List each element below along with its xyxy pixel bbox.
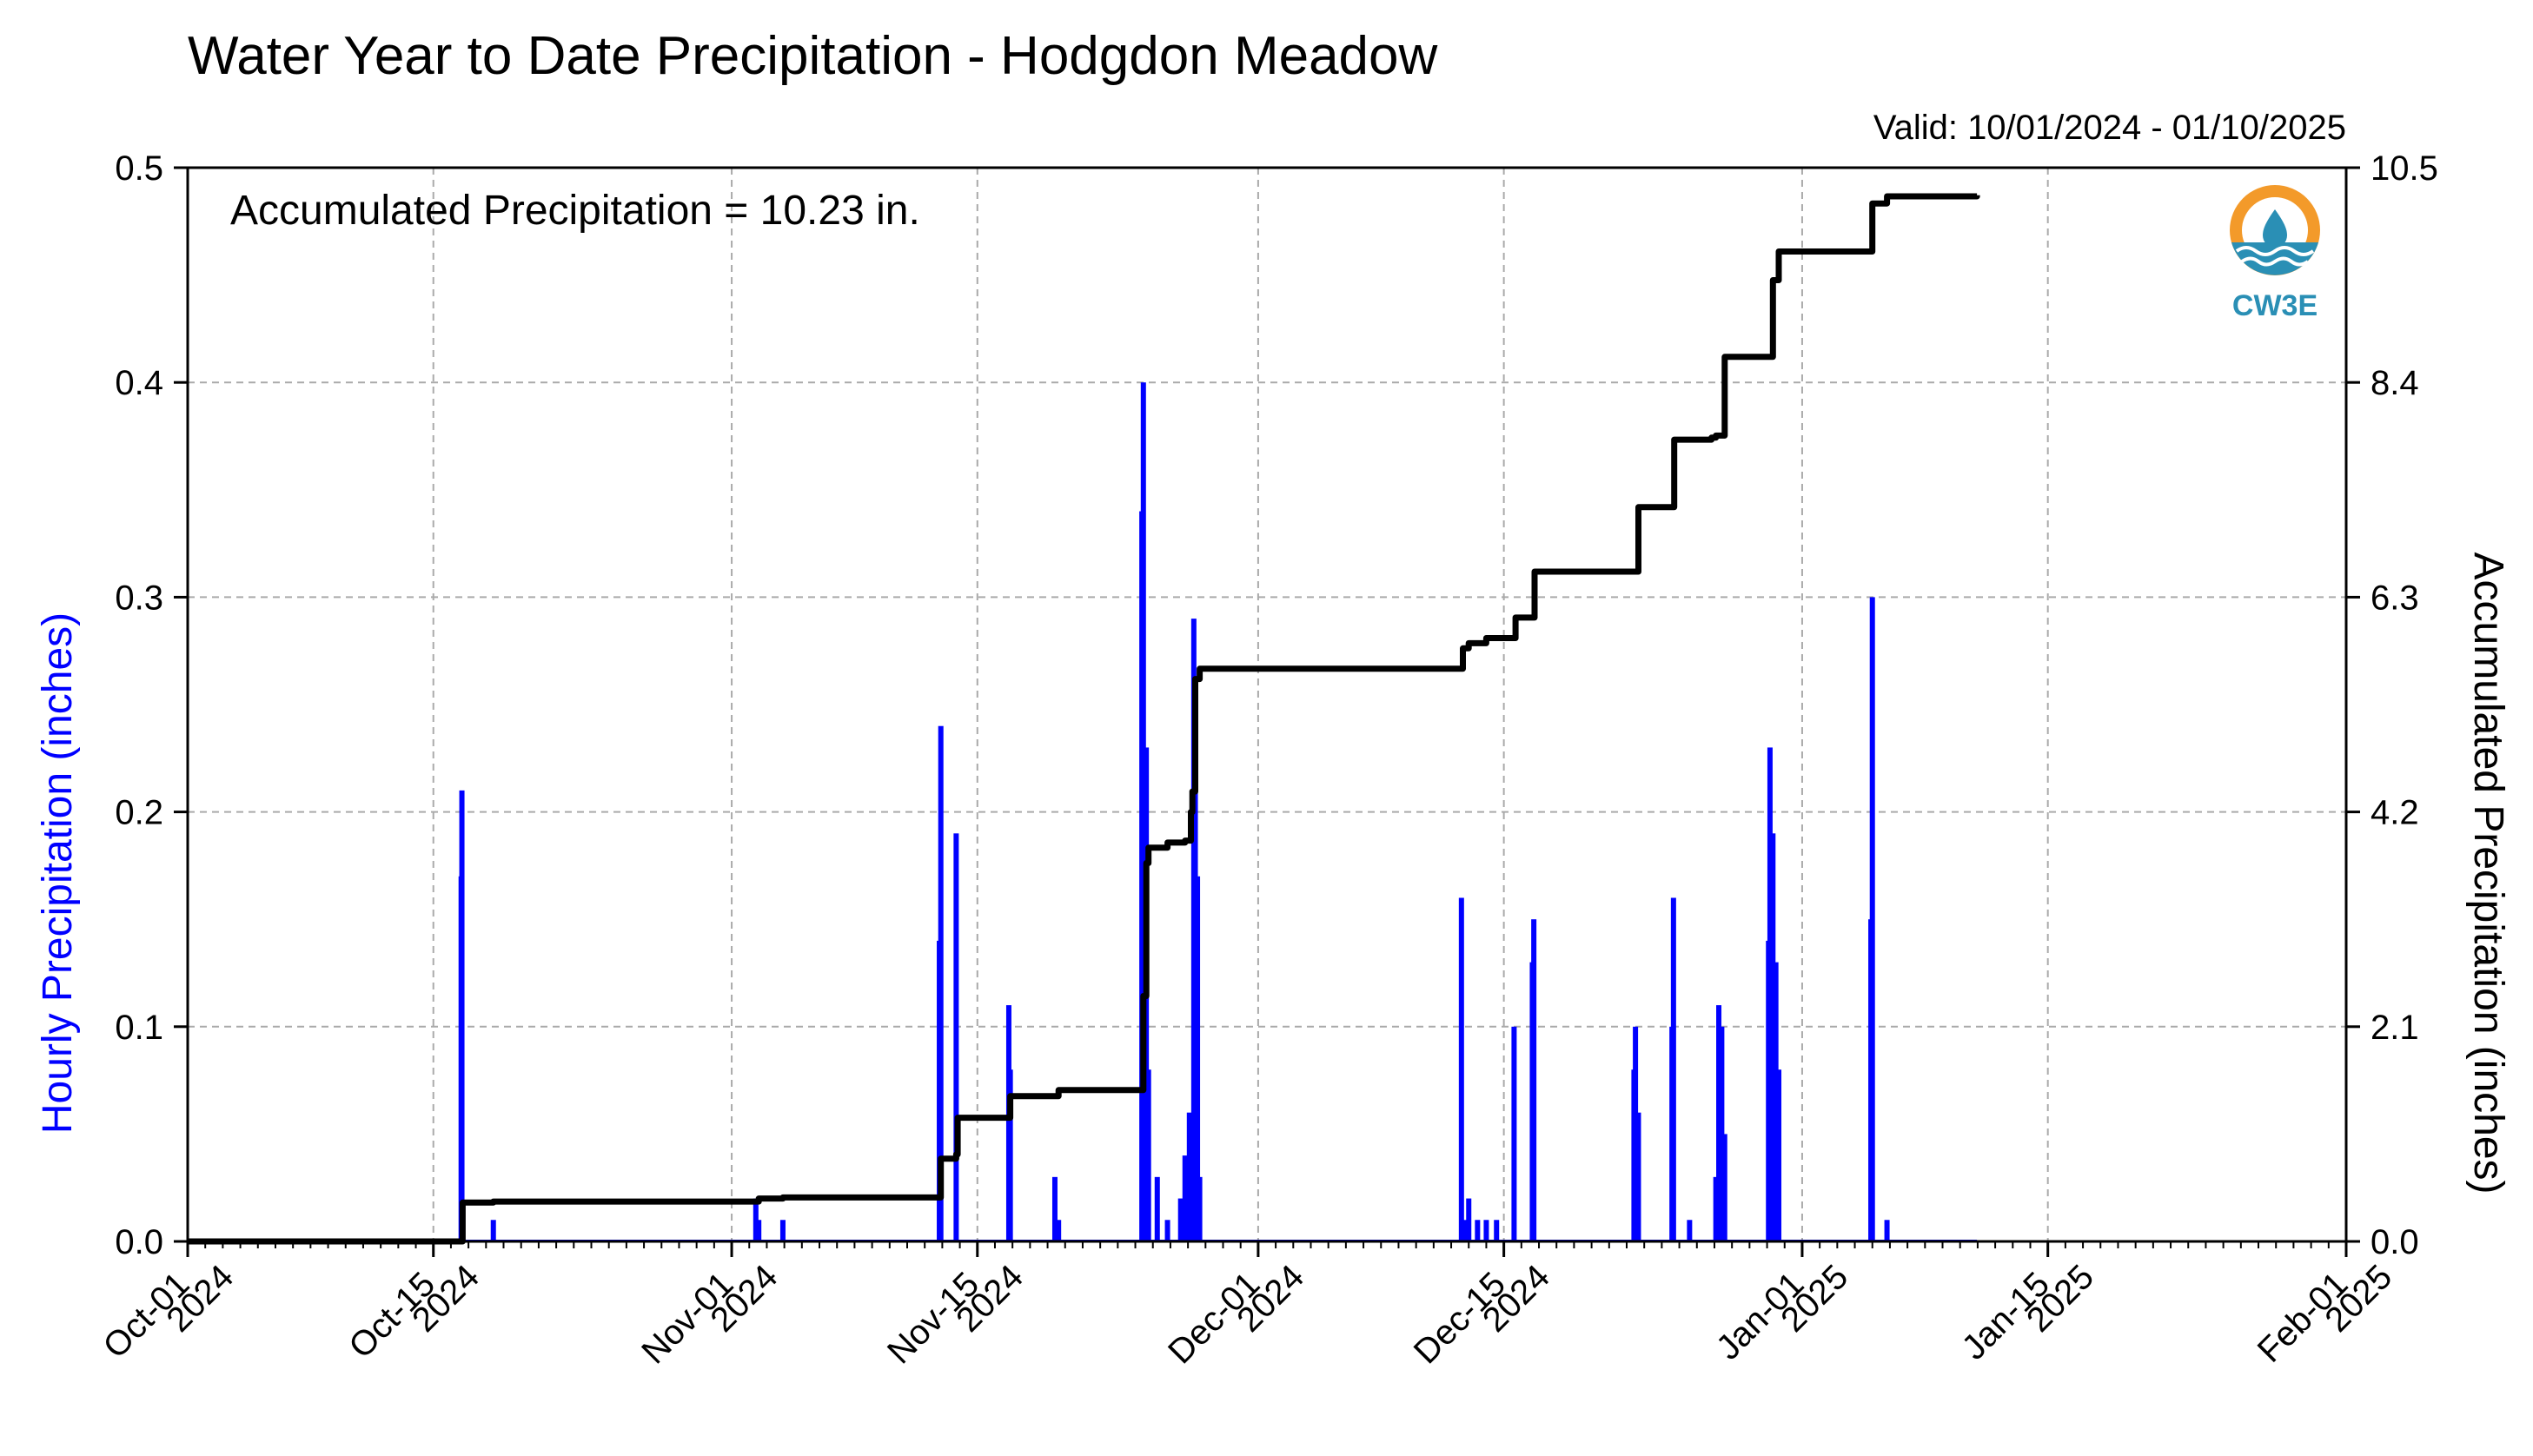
hourly-precip-bar xyxy=(1182,1155,1188,1241)
hourly-precip-bar xyxy=(1531,919,1537,1241)
chart-title: Water Year to Date Precipitation - Hodgd… xyxy=(188,26,1438,86)
hourly-precip-bar xyxy=(1633,1026,1639,1241)
hourly-precip-bar xyxy=(1056,1220,1062,1241)
hourly-precip-bar xyxy=(1721,1134,1727,1241)
svg-text:CW3E: CW3E xyxy=(2232,289,2317,322)
y-right-tick-label: 8.4 xyxy=(2371,364,2419,402)
hourly-precip-bar xyxy=(1511,1026,1517,1241)
y-left-tick-label: 0.0 xyxy=(115,1223,163,1261)
hourly-precip-bar xyxy=(938,725,944,1241)
hourly-precip-bar xyxy=(1483,1220,1489,1241)
hourly-precip-bar xyxy=(953,833,959,1241)
y-axis-left-label: Hourly Precipitation (inches) xyxy=(35,612,81,1134)
accumulated-line-group xyxy=(188,193,1980,1245)
y-right-tick-label: 4.2 xyxy=(2371,794,2419,832)
y-left-tick-label: 0.2 xyxy=(115,794,163,832)
hourly-precip-bar xyxy=(1195,876,1201,1241)
hourly-precip-bar xyxy=(1466,1198,1472,1241)
hourly-precip-bar xyxy=(1767,747,1773,1241)
hourly-precip-bar xyxy=(1475,1220,1481,1241)
hourly-precip-bar xyxy=(753,1198,759,1241)
hourly-precip-bar xyxy=(1140,382,1146,1241)
hourly-precip-bar xyxy=(1154,1176,1160,1241)
hourly-precip-bar xyxy=(1635,1112,1641,1241)
hourly-precip-bar xyxy=(1884,1220,1890,1241)
hourly-precip-bar xyxy=(1051,1176,1058,1241)
hourly-precip-bar xyxy=(1670,897,1676,1241)
hourly-precip-bar xyxy=(1773,962,1779,1241)
hourly-precip-bar xyxy=(1687,1220,1693,1241)
y-right-tick-label: 10.5 xyxy=(2371,149,2438,188)
y-left-tick-label: 0.3 xyxy=(115,579,163,617)
y-right-tick-label: 6.3 xyxy=(2371,579,2419,617)
valid-date-range: Valid: 10/01/2024 - 01/10/2025 xyxy=(1873,109,2346,147)
y-right-tick-label: 0.0 xyxy=(2371,1223,2419,1261)
y-left-tick-label: 0.4 xyxy=(115,364,163,402)
hourly-precip-bar xyxy=(1186,1112,1192,1241)
accumulated-total-annotation: Accumulated Precipitation = 10.23 in. xyxy=(230,188,920,234)
hourly-precip-bar xyxy=(1494,1220,1500,1241)
y-left-tick-label: 0.5 xyxy=(115,149,163,188)
hourly-precip-bar xyxy=(1197,1176,1203,1241)
tick-labels: 0.0 0.0 0.1 2.1 0.2 4.2 0.3 6.3 0.4 8.4 0.5 10.5 Oct… xyxy=(96,149,2438,1372)
hourly-precip-bar xyxy=(1713,1176,1719,1241)
y-left-tick-label: 0.1 xyxy=(115,1009,163,1047)
grid xyxy=(188,168,2346,1241)
hourly-precip-bar xyxy=(1869,597,1875,1241)
hourly-precip-bar xyxy=(490,1220,496,1241)
y-axis-right-label: Accumulated Precipitation (inches) xyxy=(2465,552,2511,1194)
cw3e-logo: CW3E xyxy=(2230,185,2320,322)
hourly-precip-bar xyxy=(1458,897,1464,1241)
hourly-precip-bar xyxy=(459,790,465,1241)
hourly-precip-bar xyxy=(756,1220,762,1241)
hourly-precip-bar xyxy=(779,1220,786,1241)
hourly-precip-bar xyxy=(1716,1005,1722,1241)
accumulated-precip-line xyxy=(188,193,1980,1245)
y-right-tick-label: 2.1 xyxy=(2371,1009,2419,1047)
hourly-precip-bar xyxy=(1776,1069,1782,1241)
hourly-precip-bar xyxy=(1719,1026,1725,1241)
plot-frame xyxy=(186,166,2348,1243)
hourly-precip-bar xyxy=(1164,1220,1170,1241)
hourly-precip-bar xyxy=(1770,833,1776,1241)
hourly-precip-bar xyxy=(1462,1220,1469,1241)
hourly-precip-bar xyxy=(1145,1069,1151,1241)
hourly-precip-bar xyxy=(1007,1069,1013,1241)
hourly-precip-bar xyxy=(1177,1198,1184,1241)
axes xyxy=(174,166,2360,1257)
